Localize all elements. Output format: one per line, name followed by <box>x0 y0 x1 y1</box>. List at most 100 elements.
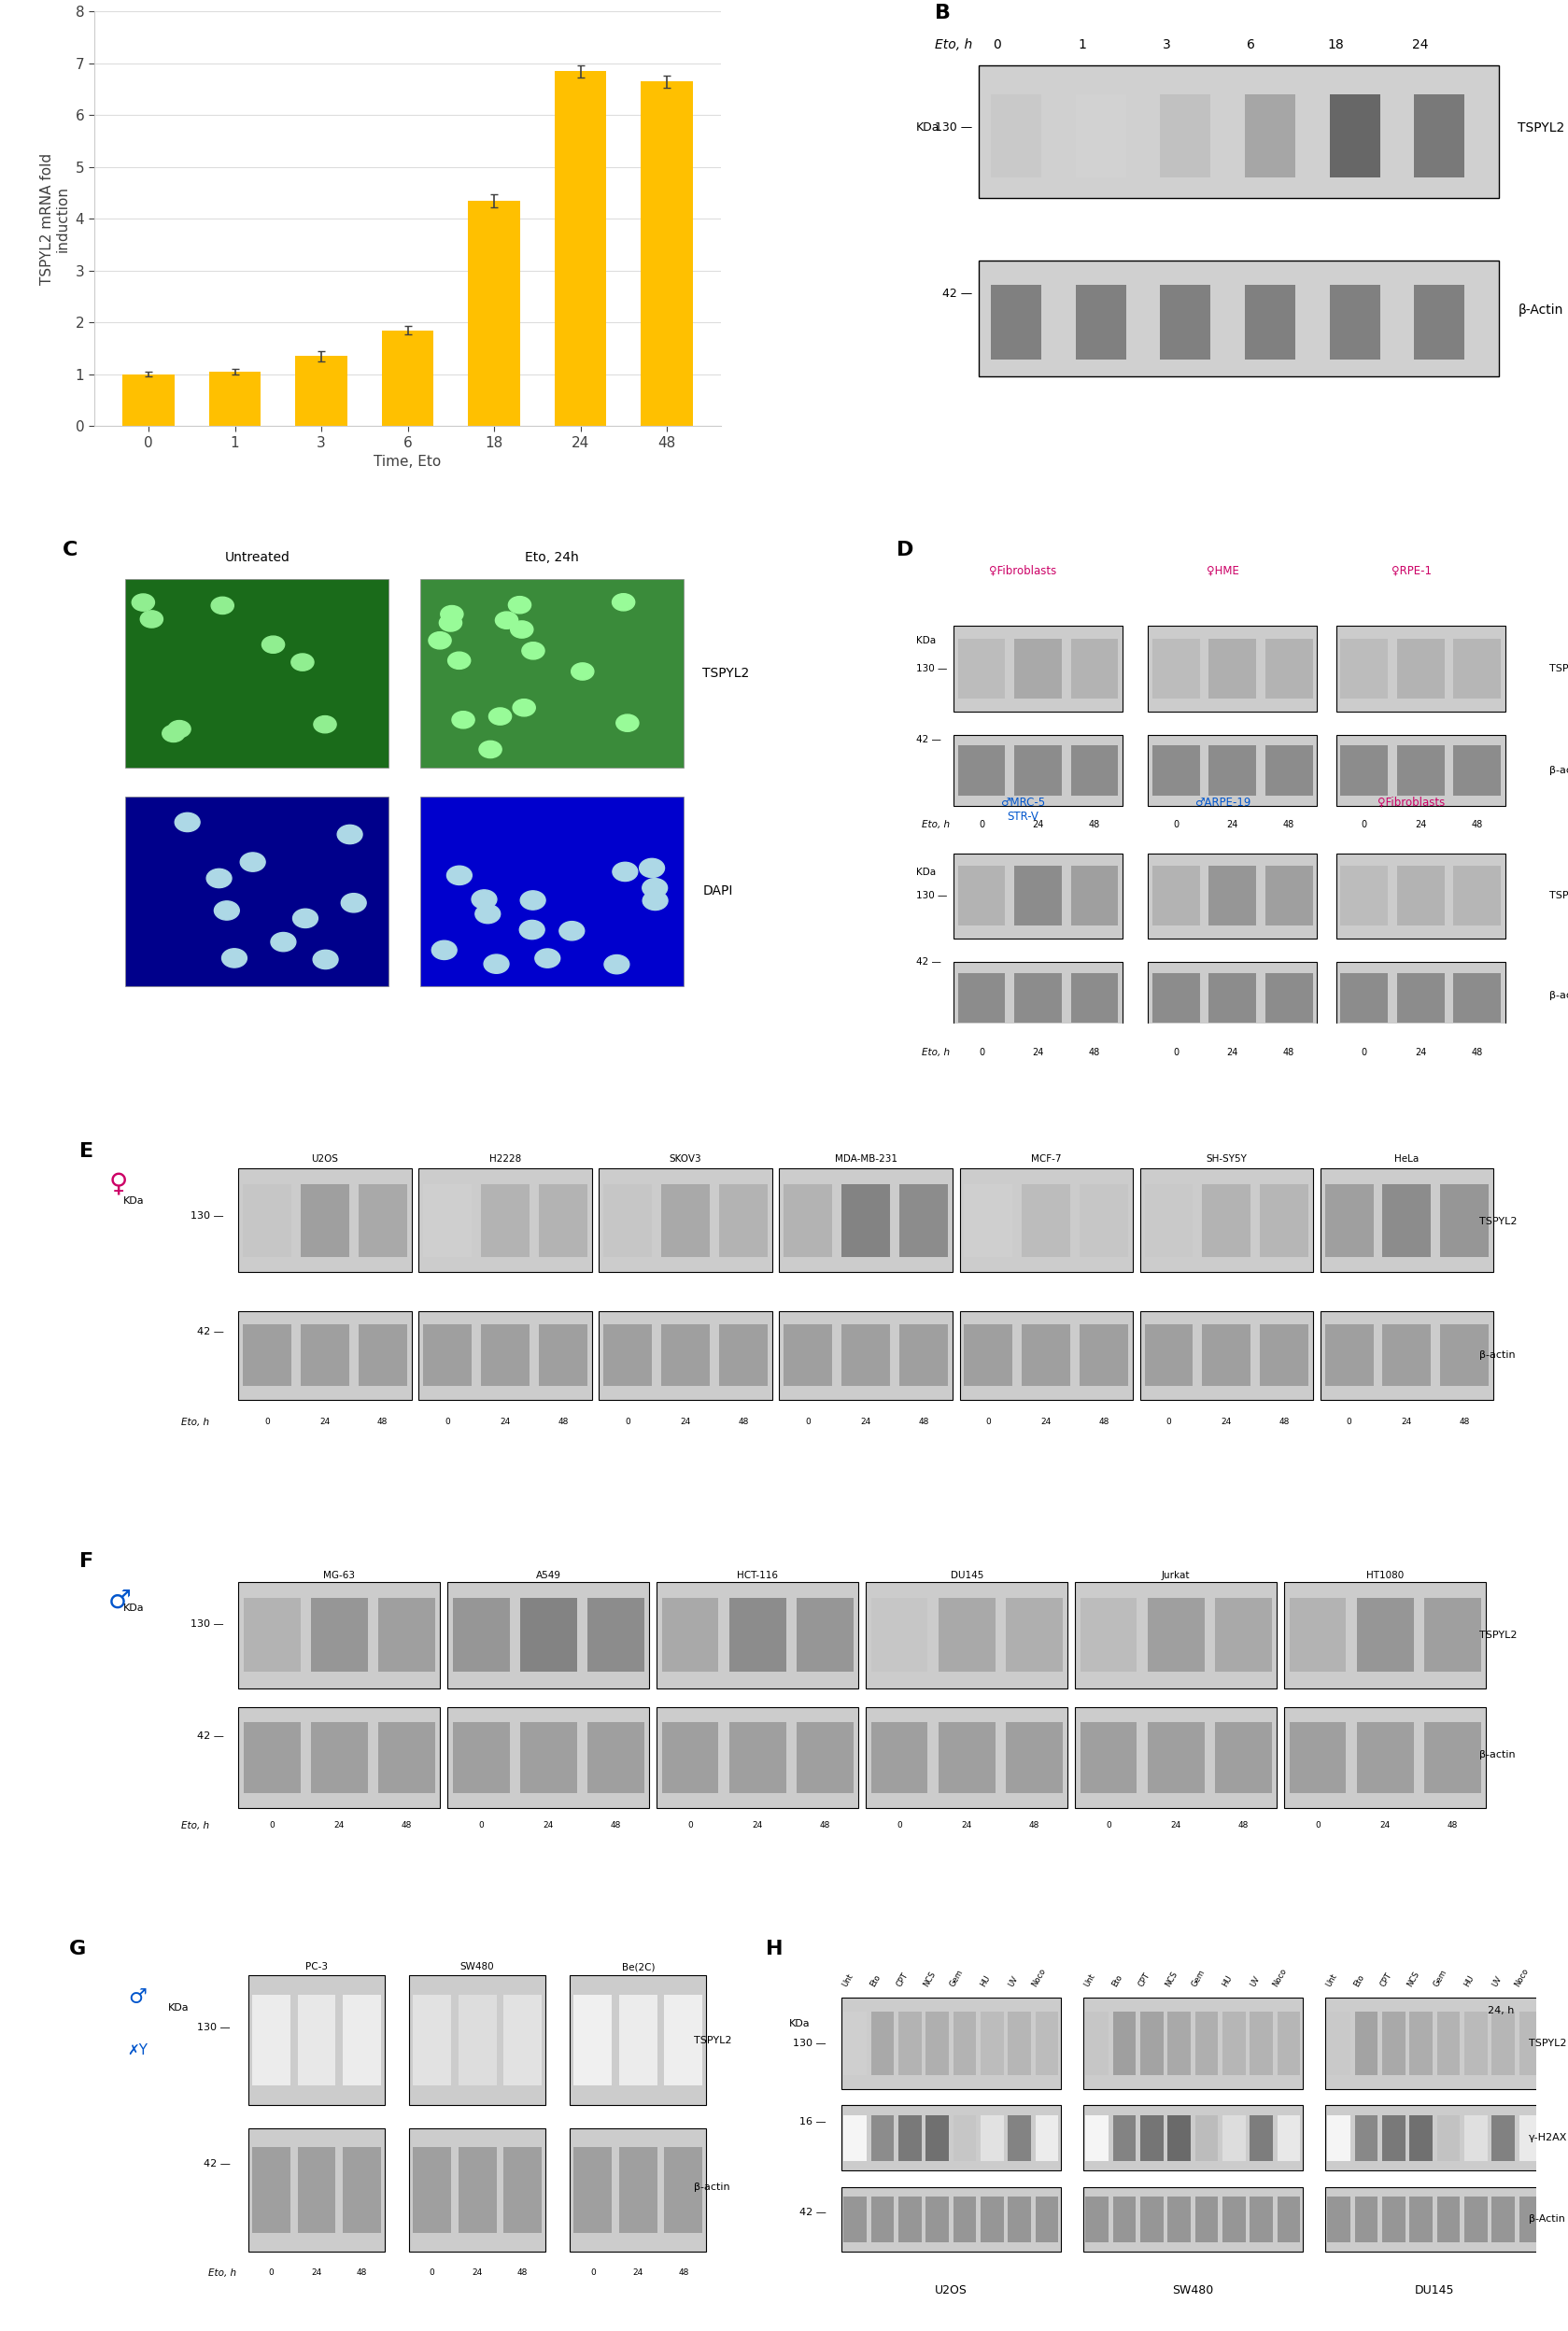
Text: 24: 24 <box>1380 1821 1391 1830</box>
Circle shape <box>292 653 314 671</box>
FancyBboxPatch shape <box>1410 2012 1433 2075</box>
FancyBboxPatch shape <box>1113 2196 1135 2242</box>
FancyBboxPatch shape <box>378 1597 434 1671</box>
FancyBboxPatch shape <box>1327 2196 1350 2242</box>
FancyBboxPatch shape <box>844 2114 867 2161</box>
FancyBboxPatch shape <box>1441 1184 1488 1256</box>
FancyBboxPatch shape <box>1014 746 1062 795</box>
FancyBboxPatch shape <box>1519 2114 1541 2161</box>
Text: 0: 0 <box>430 2268 434 2277</box>
Text: U2OS: U2OS <box>312 1154 339 1163</box>
FancyBboxPatch shape <box>960 1310 1132 1399</box>
Text: 0: 0 <box>626 1417 630 1427</box>
FancyBboxPatch shape <box>1289 1597 1345 1671</box>
FancyBboxPatch shape <box>978 261 1499 375</box>
FancyBboxPatch shape <box>953 627 1123 711</box>
FancyBboxPatch shape <box>1356 1723 1413 1793</box>
Circle shape <box>522 643 544 660</box>
Circle shape <box>431 942 456 960</box>
FancyBboxPatch shape <box>1284 1706 1486 1809</box>
Text: 0: 0 <box>986 1417 991 1427</box>
FancyBboxPatch shape <box>1454 746 1501 795</box>
FancyBboxPatch shape <box>1383 1184 1432 1256</box>
FancyBboxPatch shape <box>588 1723 644 1793</box>
Text: 48: 48 <box>1283 821 1295 830</box>
FancyBboxPatch shape <box>301 1184 350 1256</box>
FancyBboxPatch shape <box>1080 1184 1127 1256</box>
FancyBboxPatch shape <box>729 1723 786 1793</box>
Text: ♀Fibroblasts: ♀Fibroblasts <box>988 564 1057 576</box>
FancyBboxPatch shape <box>872 1723 928 1793</box>
FancyBboxPatch shape <box>1035 2012 1058 2075</box>
FancyBboxPatch shape <box>1223 2114 1245 2161</box>
Text: 48: 48 <box>1088 821 1101 830</box>
FancyBboxPatch shape <box>1454 639 1501 699</box>
FancyBboxPatch shape <box>1071 746 1118 795</box>
FancyBboxPatch shape <box>1140 1168 1312 1273</box>
Text: 0: 0 <box>270 1821 274 1830</box>
Text: TSPYL2: TSPYL2 <box>1479 1217 1516 1226</box>
Circle shape <box>452 711 475 727</box>
Text: TSPYL2: TSPYL2 <box>1518 121 1565 135</box>
FancyBboxPatch shape <box>953 2196 977 2242</box>
FancyBboxPatch shape <box>243 1723 299 1793</box>
FancyBboxPatch shape <box>419 1310 591 1399</box>
FancyBboxPatch shape <box>1397 639 1444 699</box>
FancyBboxPatch shape <box>797 1723 853 1793</box>
Text: 48: 48 <box>1471 821 1483 830</box>
FancyBboxPatch shape <box>1014 867 1062 925</box>
FancyBboxPatch shape <box>447 1706 649 1809</box>
Text: G: G <box>69 1939 86 1958</box>
FancyBboxPatch shape <box>249 1974 384 2105</box>
FancyBboxPatch shape <box>1325 1998 1544 2089</box>
FancyBboxPatch shape <box>1022 1184 1071 1256</box>
Text: Jurkat: Jurkat <box>1162 1571 1190 1580</box>
FancyBboxPatch shape <box>953 734 1123 807</box>
FancyBboxPatch shape <box>1397 746 1444 795</box>
FancyBboxPatch shape <box>1341 639 1388 699</box>
FancyBboxPatch shape <box>1397 867 1444 925</box>
FancyBboxPatch shape <box>1035 2114 1058 2161</box>
Text: 24: 24 <box>312 2268 321 2277</box>
Text: 0: 0 <box>1316 1821 1320 1830</box>
FancyBboxPatch shape <box>872 1597 928 1671</box>
X-axis label: Time, Eto: Time, Eto <box>373 455 442 469</box>
Text: ♂ARPE-19: ♂ARPE-19 <box>1195 797 1251 809</box>
Text: Unt: Unt <box>1083 1972 1098 1988</box>
Text: TSPYL2: TSPYL2 <box>1479 1629 1516 1639</box>
FancyBboxPatch shape <box>844 2012 867 2075</box>
Circle shape <box>640 858 665 876</box>
FancyBboxPatch shape <box>1410 2196 1433 2242</box>
Text: 24: 24 <box>753 1821 764 1830</box>
FancyBboxPatch shape <box>301 1324 350 1387</box>
Text: Eto, h: Eto, h <box>922 1047 950 1056</box>
FancyBboxPatch shape <box>779 1168 952 1273</box>
FancyBboxPatch shape <box>1076 1580 1276 1688</box>
Text: 48: 48 <box>1447 1821 1458 1830</box>
FancyBboxPatch shape <box>1113 2012 1135 2075</box>
FancyBboxPatch shape <box>619 1995 657 2086</box>
FancyBboxPatch shape <box>1341 746 1388 795</box>
FancyBboxPatch shape <box>252 2147 290 2233</box>
FancyBboxPatch shape <box>980 2114 1004 2161</box>
FancyBboxPatch shape <box>1022 1324 1071 1387</box>
FancyBboxPatch shape <box>1008 2196 1032 2242</box>
Text: KDa: KDa <box>916 867 936 876</box>
FancyBboxPatch shape <box>953 2114 977 2161</box>
FancyBboxPatch shape <box>1076 284 1126 359</box>
FancyBboxPatch shape <box>1168 2012 1190 2075</box>
FancyBboxPatch shape <box>872 2196 894 2242</box>
Text: KDa: KDa <box>122 1604 144 1613</box>
Text: TSPYL2: TSPYL2 <box>1549 664 1568 674</box>
Text: Noco: Noco <box>1272 1967 1289 1988</box>
FancyBboxPatch shape <box>1215 1723 1272 1793</box>
FancyBboxPatch shape <box>964 1324 1013 1387</box>
Text: ♀HME: ♀HME <box>1207 564 1239 576</box>
FancyBboxPatch shape <box>1080 1723 1137 1793</box>
FancyBboxPatch shape <box>1203 1324 1251 1387</box>
FancyBboxPatch shape <box>1223 2196 1245 2242</box>
FancyBboxPatch shape <box>1355 2196 1378 2242</box>
Bar <box>641 82 693 427</box>
Text: Eto, h: Eto, h <box>182 1417 210 1427</box>
FancyBboxPatch shape <box>252 1995 290 2086</box>
